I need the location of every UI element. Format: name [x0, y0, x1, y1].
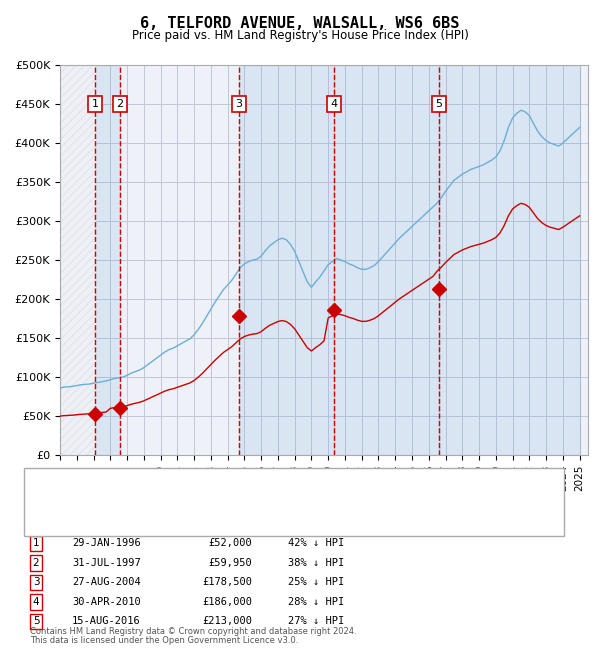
- Text: 28% ↓ HPI: 28% ↓ HPI: [288, 597, 344, 607]
- Text: ——: ——: [60, 499, 88, 513]
- Bar: [439, 65, 580, 455]
- Text: 1: 1: [91, 99, 98, 109]
- Text: £178,500: £178,500: [202, 577, 252, 588]
- Text: 27-AUG-2004: 27-AUG-2004: [72, 577, 141, 588]
- Bar: [334, 65, 439, 455]
- Text: 3: 3: [32, 577, 40, 588]
- Text: 6, TELFORD AVENUE, WALSALL, WS6 6BS (detached house): 6, TELFORD AVENUE, WALSALL, WS6 6BS (det…: [99, 484, 408, 494]
- Text: 4: 4: [330, 99, 337, 109]
- Text: ——: ——: [60, 482, 88, 496]
- Text: 2: 2: [32, 558, 40, 568]
- Bar: [239, 65, 334, 455]
- Text: £59,950: £59,950: [208, 558, 252, 568]
- Text: 3: 3: [235, 99, 242, 109]
- Text: 15-AUG-2016: 15-AUG-2016: [72, 616, 141, 627]
- Text: £52,000: £52,000: [208, 538, 252, 549]
- Text: 6, TELFORD AVENUE, WALSALL, WS6 6BS: 6, TELFORD AVENUE, WALSALL, WS6 6BS: [140, 16, 460, 31]
- Text: £213,000: £213,000: [202, 616, 252, 627]
- Bar: [60, 65, 95, 455]
- Text: Contains HM Land Registry data © Crown copyright and database right 2024.: Contains HM Land Registry data © Crown c…: [30, 627, 356, 636]
- Text: 2: 2: [116, 99, 124, 109]
- Bar: [60, 65, 95, 455]
- Text: 1: 1: [32, 538, 40, 549]
- Text: This data is licensed under the Open Government Licence v3.0.: This data is licensed under the Open Gov…: [30, 636, 298, 645]
- Text: Price paid vs. HM Land Registry's House Price Index (HPI): Price paid vs. HM Land Registry's House …: [131, 29, 469, 42]
- Text: 25% ↓ HPI: 25% ↓ HPI: [288, 577, 344, 588]
- Text: HPI: Average price, detached house, South Staffordshire: HPI: Average price, detached house, Sout…: [99, 500, 393, 511]
- Text: 30-APR-2010: 30-APR-2010: [72, 597, 141, 607]
- Text: 38% ↓ HPI: 38% ↓ HPI: [288, 558, 344, 568]
- Text: 29-JAN-1996: 29-JAN-1996: [72, 538, 141, 549]
- Text: £186,000: £186,000: [202, 597, 252, 607]
- Text: 31-JUL-1997: 31-JUL-1997: [72, 558, 141, 568]
- Text: 42% ↓ HPI: 42% ↓ HPI: [288, 538, 344, 549]
- Text: 5: 5: [436, 99, 443, 109]
- Text: 5: 5: [32, 616, 40, 627]
- Text: 4: 4: [32, 597, 40, 607]
- Bar: [95, 65, 120, 455]
- Text: 27% ↓ HPI: 27% ↓ HPI: [288, 616, 344, 627]
